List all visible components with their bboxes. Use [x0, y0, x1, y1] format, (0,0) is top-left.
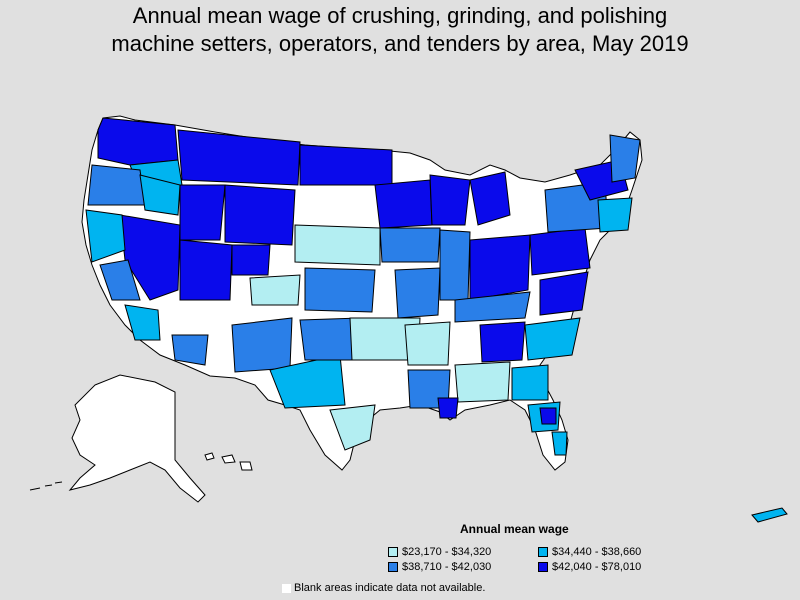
- no-data-swatch: [282, 583, 291, 593]
- hawaii: [204, 452, 253, 471]
- region-gulf-coast: [437, 397, 459, 419]
- region-georgia: [511, 364, 549, 401]
- title-line-2: machine setters, operators, and tenders …: [111, 31, 689, 56]
- region-wisconsin: [429, 174, 471, 226]
- region-colorado-north: [231, 244, 271, 276]
- legend-item-1: $23,170 - $34,320: [388, 546, 538, 558]
- region-maine: [609, 134, 641, 183]
- region-wyoming: [224, 184, 296, 246]
- region-pennsylvania: [529, 227, 591, 276]
- region-nebraska: [294, 224, 381, 266]
- region-arizona: [171, 334, 209, 366]
- map-title: Annual mean wage of crushing, grinding, …: [0, 2, 800, 58]
- legend-label-4: $42,040 - $78,010: [552, 561, 642, 573]
- puerto-rico: [751, 507, 788, 523]
- region-virginia: [539, 271, 589, 316]
- legend-swatch-2: [538, 547, 548, 557]
- region-missouri: [394, 267, 441, 319]
- region-new-jersey-connecticut: [597, 197, 633, 233]
- region-florida-keys: [551, 431, 568, 456]
- region-mississippi-alabama: [454, 361, 511, 403]
- legend-item-3: $38,710 - $42,030: [388, 561, 538, 573]
- region-indiana-ohio: [469, 234, 531, 301]
- region-california-south: [124, 304, 161, 341]
- region-kentucky: [454, 291, 531, 323]
- contiguous-us: [81, 115, 643, 471]
- legend: $23,170 - $34,320 $34,440 - $38,660 $38,…: [388, 546, 688, 573]
- region-california-north: [85, 209, 126, 263]
- region-nevada: [119, 214, 181, 301]
- hawaii-island-2: [221, 454, 236, 464]
- no-data-label: Blank areas indicate data not available.: [294, 582, 486, 594]
- region-michigan: [469, 171, 511, 226]
- region-idaho: [179, 184, 226, 241]
- region-new-mexico: [231, 317, 293, 373]
- legend-label-1: $23,170 - $34,320: [402, 546, 492, 558]
- legend-item-4: $42,040 - $78,010: [538, 561, 688, 573]
- region-minnesota: [374, 179, 433, 229]
- region-iowa: [379, 227, 441, 263]
- legend-swatch-3: [388, 562, 398, 572]
- hawaii-island-3: [239, 461, 253, 471]
- region-carolinas: [524, 317, 581, 361]
- alaska: [29, 374, 206, 503]
- legend-label-3: $38,710 - $42,030: [402, 561, 492, 573]
- region-illinois: [439, 229, 471, 301]
- aleutian-islands: [29, 481, 63, 491]
- region-florida-south: [539, 407, 557, 425]
- legend-label-2: $34,440 - $38,660: [552, 546, 642, 558]
- legend-swatch-4: [538, 562, 548, 572]
- region-oregon: [87, 164, 146, 206]
- region-california-central: [99, 259, 141, 301]
- region-utah: [179, 239, 233, 301]
- region-tennessee: [479, 321, 526, 363]
- region-washington: [97, 117, 179, 166]
- legend-title: Annual mean wage: [460, 522, 569, 536]
- puerto-rico-shape: [751, 507, 788, 523]
- no-data-note: Blank areas indicate data not available.: [282, 582, 485, 594]
- alaska-shape: [68, 374, 206, 503]
- region-colorado: [249, 274, 301, 306]
- region-dakotas: [299, 144, 393, 186]
- region-texas-east: [329, 404, 376, 451]
- legend-item-2: $34,440 - $38,660: [538, 546, 688, 558]
- region-montana: [177, 129, 301, 186]
- title-line-1: Annual mean wage of crushing, grinding, …: [132, 3, 668, 28]
- hawaii-island-1: [204, 452, 215, 461]
- region-oregon-east: [139, 174, 181, 216]
- region-arkansas: [404, 321, 451, 366]
- region-kansas: [304, 267, 376, 313]
- legend-swatch-1: [388, 547, 398, 557]
